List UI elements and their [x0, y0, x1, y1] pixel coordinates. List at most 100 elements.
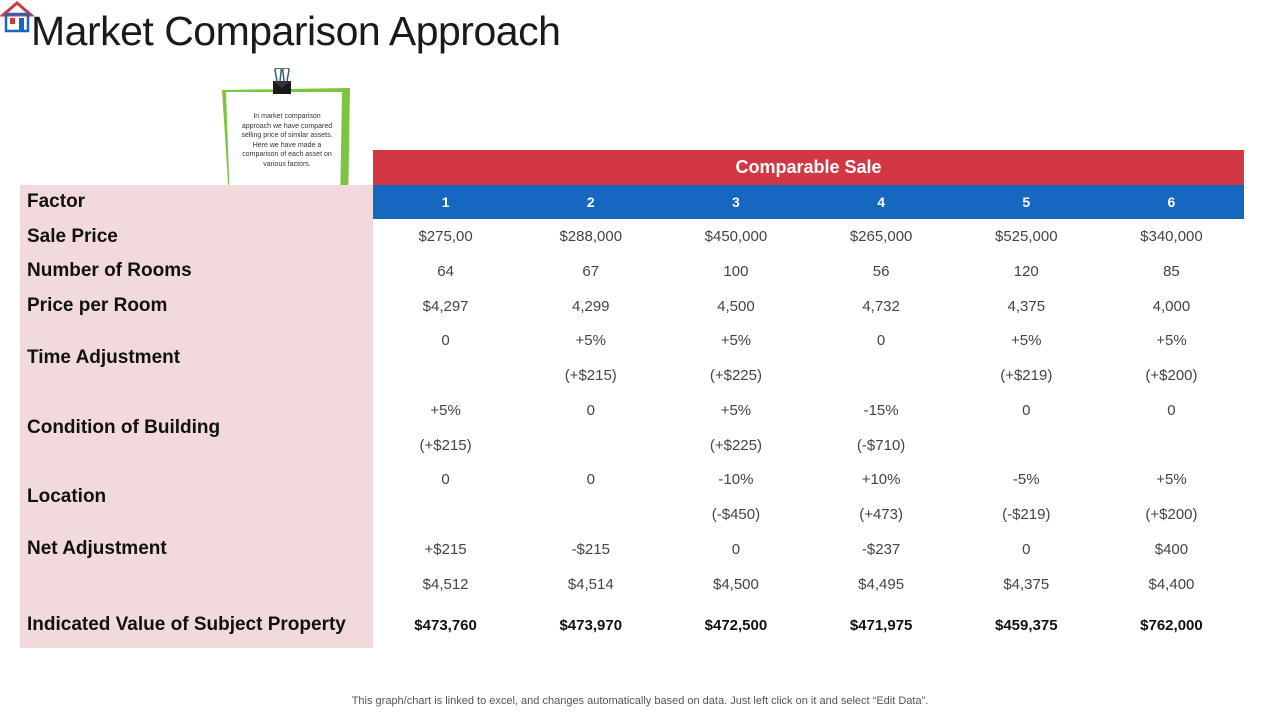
- table-cell: 0: [441, 332, 450, 349]
- table-cell: 100: [723, 263, 749, 280]
- table-cell: $4,297: [422, 298, 469, 315]
- house-logo-icon: [0, 0, 36, 34]
- table-cell: +5%: [1156, 471, 1187, 488]
- factor-header: Factor: [27, 191, 86, 212]
- table-cell: 4,375: [1007, 298, 1046, 315]
- table-cell: [518, 437, 663, 454]
- table-cell: $525,000: [994, 228, 1058, 245]
- row-label-location: Location: [27, 486, 107, 507]
- table-cell: 0: [1022, 541, 1031, 558]
- table-cell: -$237: [861, 541, 901, 558]
- table-cell: -15%: [863, 402, 899, 419]
- table-cell: $4,400: [1148, 576, 1195, 593]
- table-cell: $471,975: [849, 617, 913, 634]
- table-cell: $4,512: [422, 576, 469, 593]
- table-cell: $288,000: [559, 228, 623, 245]
- table-cell: 0: [586, 402, 595, 419]
- table-cell: 0: [1167, 402, 1176, 419]
- table-cell: $473,760: [414, 617, 477, 634]
- table-row: $275,00 $288,000 $450,000 $265,000 $525,…: [373, 228, 1244, 245]
- table-cell: $4,375: [1003, 576, 1050, 593]
- table-cell: +5%: [575, 332, 606, 349]
- table-row: $473,760 $473,970 $472,500 $471,975 $459…: [373, 617, 1244, 634]
- table-cell: 4,500: [717, 298, 755, 315]
- table-cell: [518, 506, 663, 523]
- table-row: (+$215) (+$225) (-$710): [373, 437, 1244, 454]
- column-number-header: 1 2 3 4 5 6: [373, 185, 1244, 219]
- row-label-condition-of-building: Condition of Building: [27, 417, 221, 438]
- row-label-indicated-value: Indicated Value of Subject Property: [27, 614, 346, 635]
- table-cell: [373, 367, 518, 384]
- factor-column: [20, 185, 373, 648]
- table-cell: 4,299: [571, 298, 610, 315]
- table-cell: (-$710): [856, 437, 906, 454]
- table-cell: +5%: [720, 402, 752, 419]
- column-header: 4: [877, 194, 885, 210]
- table-cell: 0: [441, 471, 450, 488]
- table-cell: [1099, 437, 1244, 454]
- table-cell: 67: [582, 263, 600, 280]
- column-header: 3: [732, 194, 740, 210]
- table-cell: [809, 367, 954, 384]
- table-cell: (+$200): [1145, 367, 1198, 384]
- sticky-note: In market comparison approach we have co…: [222, 67, 352, 216]
- table-cell: (-$219): [1002, 506, 1051, 523]
- table-row: +5% 0 +5% -15% 0 0: [373, 402, 1244, 419]
- table-cell: 0: [876, 332, 886, 349]
- table-cell: $400: [1154, 541, 1189, 558]
- table-cell: 0: [586, 471, 595, 488]
- table-cell: (+$225): [709, 367, 762, 384]
- table-cell: 56: [872, 263, 890, 280]
- footer-note: This graph/chart is linked to excel, and…: [351, 695, 929, 707]
- column-header: 5: [1022, 194, 1031, 210]
- table-cell: $459,375: [994, 617, 1058, 634]
- table-cell: 4,732: [862, 298, 900, 315]
- table-cell: $265,000: [849, 228, 913, 245]
- note-text: In market comparison approach we have co…: [241, 113, 333, 168]
- table-cell: +5%: [720, 332, 752, 349]
- table-cell: -$215: [571, 541, 610, 558]
- table-cell: (+$215): [564, 367, 617, 384]
- table-cell: $4,500: [712, 576, 759, 593]
- binder-clip-icon: [270, 67, 294, 101]
- table-cell: 120: [1013, 263, 1039, 280]
- table-row: 64 67 100 56 120 85: [373, 263, 1244, 280]
- table-cell: +10%: [861, 471, 901, 488]
- table-cell: [373, 506, 518, 523]
- row-label-net-adjustment: Net Adjustment: [27, 538, 167, 559]
- table-cell: (+$225): [709, 437, 762, 454]
- table-cell: 0: [731, 541, 741, 558]
- table-row: 0 +5% +5% 0 +5% +5%: [373, 332, 1244, 349]
- table-cell: (+$219): [1000, 367, 1053, 384]
- column-header: 6: [1167, 194, 1176, 210]
- table-cell: (+$215): [419, 437, 472, 454]
- table-cell: [954, 437, 1099, 454]
- table-cell: -5%: [1012, 471, 1040, 488]
- table-cell: +$215: [424, 541, 467, 558]
- table-cell: 64: [437, 263, 454, 280]
- table-cell: $762,000: [1140, 617, 1203, 634]
- table-row: $4,512 $4,514 $4,500 $4,495 $4,375 $4,40…: [373, 576, 1244, 593]
- table-cell: $340,000: [1140, 228, 1203, 245]
- column-header: 2: [586, 194, 595, 210]
- table-cell: 4,000: [1152, 298, 1191, 315]
- table-row: $4,297 4,299 4,500 4,732 4,375 4,000: [373, 298, 1244, 315]
- row-label-price-per-room: Price per Room: [27, 295, 168, 316]
- table-cell: 0: [1022, 402, 1031, 419]
- table-cell: $472,500: [704, 617, 768, 634]
- table-cell: (-$450): [711, 506, 761, 523]
- row-label-sale-price: Sale Price: [27, 226, 118, 247]
- comparable-sale-header: Comparable Sale: [373, 150, 1244, 185]
- column-header: 1: [441, 194, 450, 210]
- table-cell: +5%: [430, 402, 461, 419]
- page-title: Market Comparison Approach: [31, 8, 561, 54]
- table-row: 0 0 -10% +10% -5% +5%: [373, 471, 1244, 488]
- table-row: (+$215) (+$225) (+$219) (+$200): [373, 367, 1244, 384]
- row-label-number-of-rooms: Number of Rooms: [27, 260, 192, 281]
- table-cell: +5%: [1156, 332, 1187, 349]
- table-cell: $4,495: [858, 576, 905, 593]
- row-label-time-adjustment: Time Adjustment: [27, 347, 181, 368]
- table-cell: $450,000: [704, 228, 768, 245]
- table-cell: +5%: [1011, 332, 1042, 349]
- table-cell: $4,514: [567, 576, 614, 593]
